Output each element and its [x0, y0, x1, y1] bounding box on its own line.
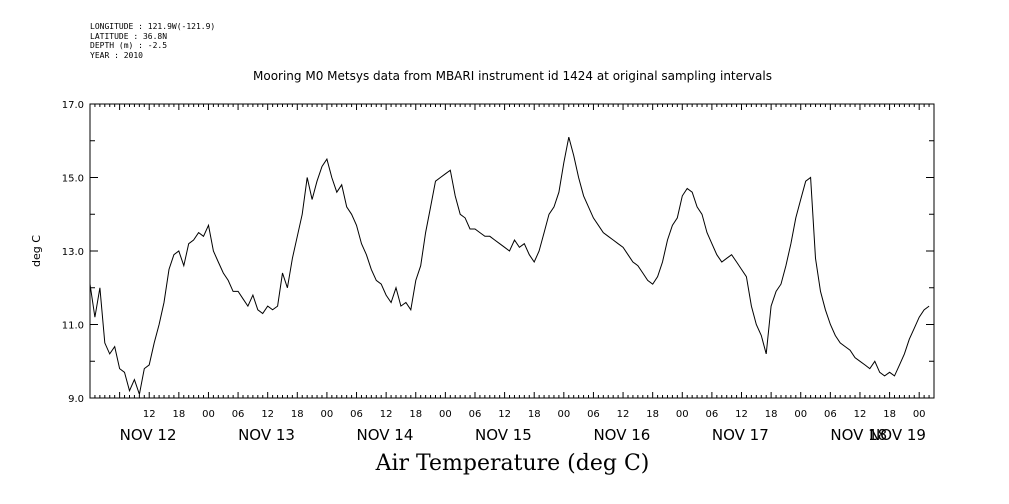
x-tick-label: 06: [232, 409, 245, 420]
x-day-label: NOV 17: [712, 426, 769, 444]
x-axis-title: Air Temperature (deg C): [375, 451, 650, 476]
x-tick-label: 12: [735, 409, 748, 420]
x-tick-label: 00: [676, 409, 689, 420]
x-tick-label: 12: [261, 409, 274, 420]
x-day-label: NOV 15: [475, 426, 532, 444]
x-day-label: NOV 12: [120, 426, 177, 444]
meta-latitude: LATITUDE : 36.8N: [90, 31, 168, 41]
x-tick-label: 00: [913, 409, 926, 420]
x-tick-label: 18: [172, 409, 185, 420]
metadata-block: LONGITUDE : 121.9W(-121.9) LATITUDE : 36…: [90, 22, 215, 60]
y-tick-label: 9.0: [68, 394, 84, 405]
x-tick-label: 06: [824, 409, 837, 420]
x-tick-label: 06: [350, 409, 363, 420]
x-tick-label: 12: [498, 409, 511, 420]
x-tick-label: 00: [321, 409, 334, 420]
x-tick-label: 18: [765, 409, 778, 420]
x-day-label: NOV 13: [238, 426, 295, 444]
y-tick-label: 13.0: [62, 247, 84, 258]
x-tick-label: 12: [143, 409, 156, 420]
x-tick-label: 12: [854, 409, 867, 420]
x-day-label: NOV 14: [357, 426, 414, 444]
y-tick-label: 15.0: [62, 174, 84, 185]
x-tick-label: 06: [587, 409, 600, 420]
axis-ticks: [89, 103, 935, 399]
meta-depth: DEPTH (m) : -2.5: [90, 41, 168, 50]
chart-title: Mooring M0 Metsys data from MBARI instru…: [253, 69, 772, 83]
x-tick-label: 00: [202, 409, 215, 420]
x-tick-label: 18: [409, 409, 422, 420]
y-tick-label: 11.0: [62, 321, 84, 332]
meta-year: YEAR : 2010: [90, 50, 143, 60]
x-tick-label: 00: [439, 409, 452, 420]
series-line: [89, 136, 930, 397]
y-tick-label: 17.0: [62, 100, 84, 111]
meta-longitude: LONGITUDE : 121.9W(-121.9): [90, 22, 216, 31]
x-tick-label: 12: [380, 409, 393, 420]
y-axis-label: deg C: [30, 235, 43, 267]
x-tick-label: 18: [883, 409, 896, 420]
axis-labels: 12 18 00 06 12 18 00 06 12 18 00 06 12 18 00 06 12 18 00 06…: [62, 100, 926, 444]
x-tick-label: 00: [794, 409, 807, 420]
x-day-label: NOV 18: [830, 426, 887, 444]
x-tick-label: 00: [557, 409, 570, 420]
x-tick-label: 12: [617, 409, 630, 420]
x-day-label: NOV 19: [869, 426, 926, 444]
plot-frame: [89, 103, 935, 399]
x-tick-label: 18: [646, 409, 659, 420]
x-tick-label: 06: [706, 409, 719, 420]
x-tick-label: 18: [291, 409, 304, 420]
x-tick-label: 18: [528, 409, 541, 420]
x-tick-label: 06: [469, 409, 482, 420]
x-day-label: NOV 16: [593, 426, 650, 444]
